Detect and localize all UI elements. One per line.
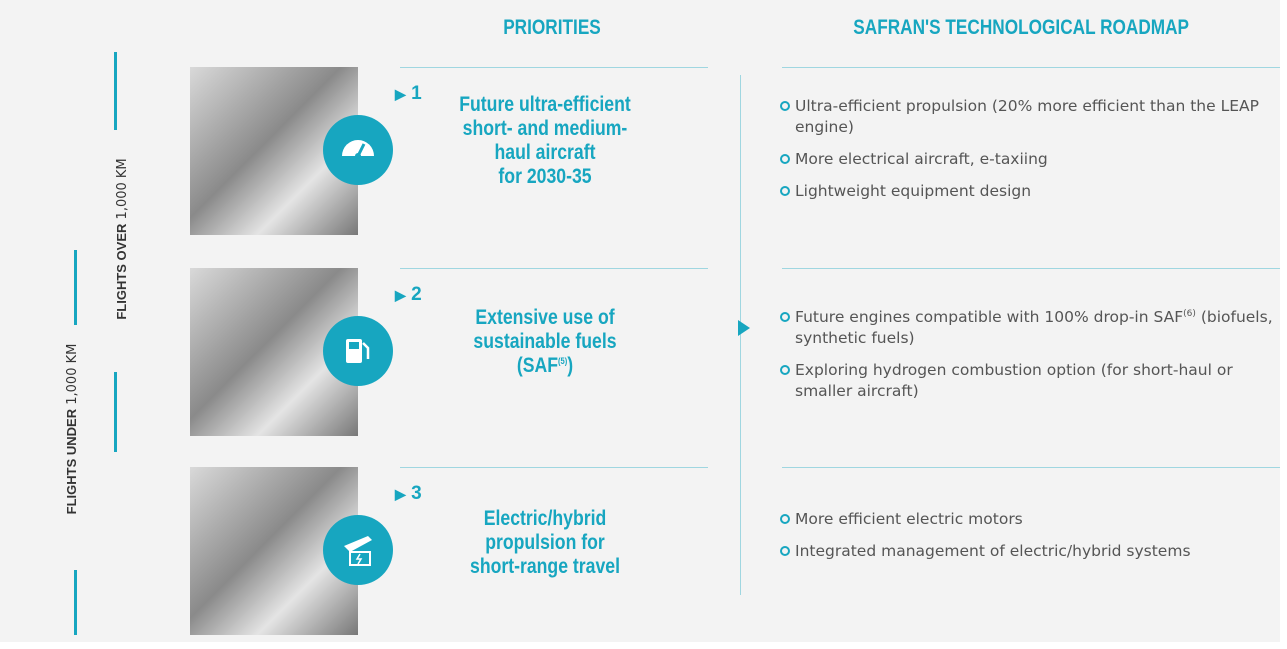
side-label-bold: FLIGHTS OVER	[114, 223, 129, 320]
title-line: Electric/hybrid	[483, 507, 607, 530]
bullet: Ultra-efficient propulsion (20% more eff…	[780, 96, 1280, 138]
bullet-list: Future engines compatible with 100% drop…	[780, 307, 1280, 413]
title-line: short- and medium-	[462, 117, 628, 140]
priority-title: Extensive use of sustainable fuels (SAF(5)…	[419, 306, 671, 378]
arrow-marker: ▶	[395, 287, 406, 303]
title-line: sustainable fuels	[473, 330, 617, 353]
bullet-text: (biofuels, synthetic fuels)	[795, 308, 1273, 347]
bullet: Exploring hydrogen combustion option (fo…	[780, 360, 1280, 402]
arrow	[738, 320, 750, 336]
roadmap-line	[782, 268, 1280, 269]
title-line: for 2030-35	[498, 165, 592, 188]
priority-line	[400, 268, 708, 269]
priority-title: Electric/hybrid propulsion for short-range…	[419, 507, 671, 579]
divider	[740, 75, 741, 595]
title-line: Extensive use of	[475, 306, 615, 329]
bullet-text: Future engines compatible with 100% drop…	[795, 308, 1184, 326]
bullet: Lightweight equipment design	[780, 181, 1280, 202]
priority-line	[400, 67, 708, 68]
bullet-text: More efficient electric motors	[795, 510, 1023, 528]
footnote: (6)	[1183, 308, 1196, 319]
header: SAFRAN'S TECHNOLOGICAL ROADMAP	[853, 16, 1190, 39]
title-line: propulsion for	[485, 531, 605, 554]
side-label: FLIGHTS OVER 1,000 KM	[114, 109, 130, 369]
number: 1	[411, 83, 422, 104]
side-label-light: 1,000 KM	[115, 158, 130, 220]
side-line	[114, 372, 117, 452]
footnote: (5)	[558, 356, 568, 366]
title-line: haul aircraft	[494, 141, 596, 164]
bullet-list: Ultra-efficient propulsion (20% more eff…	[780, 96, 1280, 213]
bullet-text: More electrical aircraft, e-taxiing	[795, 150, 1048, 168]
side-label-bold: FLIGHTS UNDER	[64, 408, 79, 515]
title-line: (SAF(5))	[516, 354, 574, 377]
bullet: More electrical aircraft, e-taxiing	[780, 149, 1280, 170]
side-line	[74, 250, 77, 325]
arrow-marker: ▶	[395, 486, 406, 502]
priority-title: Future ultra-efficient short- and medium-…	[419, 93, 671, 189]
side-line	[114, 52, 117, 130]
title-end: )	[567, 354, 574, 377]
title-line: short-range travel	[470, 555, 620, 578]
priority-line	[400, 467, 708, 468]
icon-circle	[323, 515, 393, 585]
side-label-light: 1,000 KM	[65, 343, 80, 405]
icon	[346, 339, 370, 363]
title-line: Future ultra-efficient	[459, 93, 631, 116]
number: 3	[411, 483, 422, 504]
icon	[342, 140, 374, 159]
icon-circle	[323, 316, 393, 386]
priority-number: ▶ 1	[395, 83, 422, 105]
bullet-text: Exploring hydrogen combustion option (fo…	[795, 361, 1233, 400]
bullet-text: Integrated management of electric/hybrid…	[795, 542, 1191, 560]
arrow-marker: ▶	[395, 86, 406, 102]
number: 2	[411, 284, 422, 305]
priority-number: ▶ 3	[395, 483, 422, 505]
side-line	[74, 570, 77, 635]
roadmap-line	[782, 67, 1280, 68]
priority-number: ▶ 2	[395, 284, 422, 306]
bullet: Integrated management of electric/hybrid…	[780, 541, 1280, 562]
side-label: FLIGHTS UNDER 1,000 KM	[64, 299, 80, 559]
header: PRIORITIES	[503, 16, 601, 39]
bullet: More efficient electric motors	[780, 509, 1280, 530]
roadmap-line	[782, 467, 1280, 468]
bullet-text: Lightweight equipment design	[795, 182, 1032, 200]
bullet: Future engines compatible with 100% drop…	[780, 307, 1280, 349]
bullet-list: More efficient electric motors Integrated…	[780, 509, 1280, 573]
icon	[344, 536, 372, 566]
icon-circle	[323, 115, 393, 185]
bullet-text: Ultra-efficient propulsion (20% more eff…	[795, 97, 1259, 136]
